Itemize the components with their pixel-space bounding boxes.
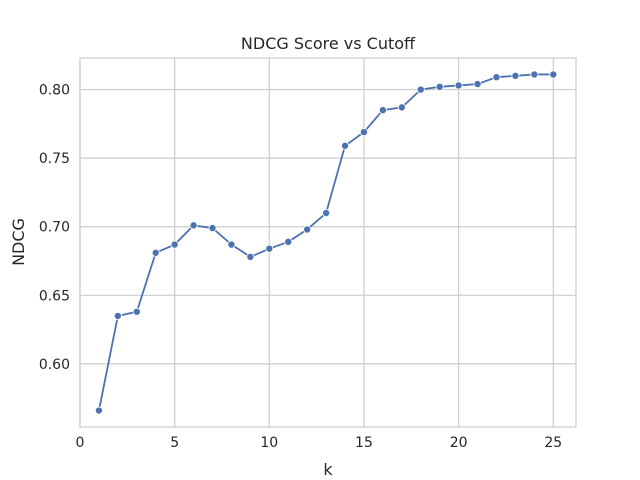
data-point	[359, 128, 368, 137]
data-point	[246, 252, 255, 261]
data-point	[113, 311, 122, 320]
y-tick-label: 0.80	[39, 83, 70, 99]
data-point	[208, 224, 217, 233]
y-tick-label: 0.65	[39, 288, 70, 304]
data-point	[284, 237, 293, 246]
x-axis-label: k	[323, 460, 333, 479]
y-axis-label: NDCG	[9, 218, 28, 266]
chart-title: NDCG Score vs Cutoff	[241, 34, 416, 53]
data-point	[170, 240, 179, 249]
data-point	[303, 225, 312, 234]
y-axis-ticks: 0.60 0.65 0.70 0.75 0.80	[39, 83, 70, 373]
x-tick-label: 10	[260, 435, 278, 451]
data-point	[265, 244, 274, 253]
data-point	[151, 248, 160, 257]
data-point	[189, 221, 198, 230]
data-point	[94, 406, 103, 415]
x-axis-ticks: 0 5 10 15 20 25	[76, 435, 563, 451]
y-tick-label: 0.70	[39, 220, 70, 236]
data-point	[549, 70, 558, 79]
data-point	[492, 73, 501, 82]
data-point	[454, 81, 463, 90]
plot-area-border	[79, 57, 577, 428]
y-tick-label: 0.75	[39, 151, 70, 167]
data-point	[473, 80, 482, 89]
data-point	[341, 141, 350, 150]
data-point	[530, 70, 539, 79]
x-tick-label: 20	[450, 435, 468, 451]
data-point	[322, 209, 331, 218]
data-point	[378, 106, 387, 115]
data-point	[416, 85, 425, 94]
data-point	[435, 82, 444, 91]
series-ndcg	[94, 70, 558, 415]
data-point	[132, 307, 141, 316]
data-point	[397, 103, 406, 112]
data-point	[227, 240, 236, 249]
y-tick-label: 0.60	[39, 357, 70, 373]
x-tick-label: 5	[170, 435, 179, 451]
x-tick-label: 15	[355, 435, 373, 451]
data-point	[511, 71, 520, 80]
x-tick-label: 25	[544, 435, 562, 451]
x-tick-label: 0	[76, 435, 85, 451]
